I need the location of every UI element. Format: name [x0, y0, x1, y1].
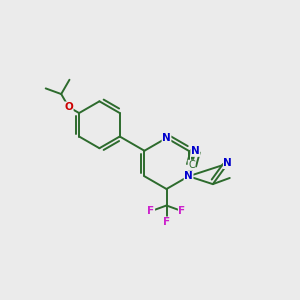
Text: O: O	[64, 102, 73, 112]
Text: F: F	[163, 217, 170, 227]
Text: N: N	[224, 158, 232, 169]
Text: C: C	[188, 160, 195, 170]
Text: N: N	[162, 133, 171, 143]
Text: F: F	[178, 206, 186, 216]
Text: N: N	[191, 146, 200, 156]
Text: F: F	[147, 206, 155, 216]
Text: N: N	[184, 171, 193, 181]
